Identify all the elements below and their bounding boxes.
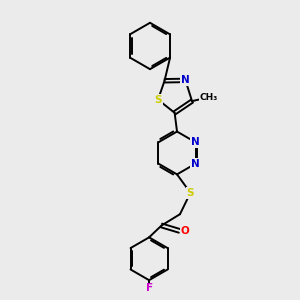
Text: N: N (181, 75, 190, 85)
Text: CH₃: CH₃ (200, 93, 218, 102)
Text: S: S (154, 94, 162, 105)
Text: N: N (191, 159, 200, 169)
Text: F: F (146, 284, 153, 293)
Text: O: O (180, 226, 189, 236)
Text: S: S (187, 188, 194, 198)
Text: N: N (191, 137, 200, 147)
